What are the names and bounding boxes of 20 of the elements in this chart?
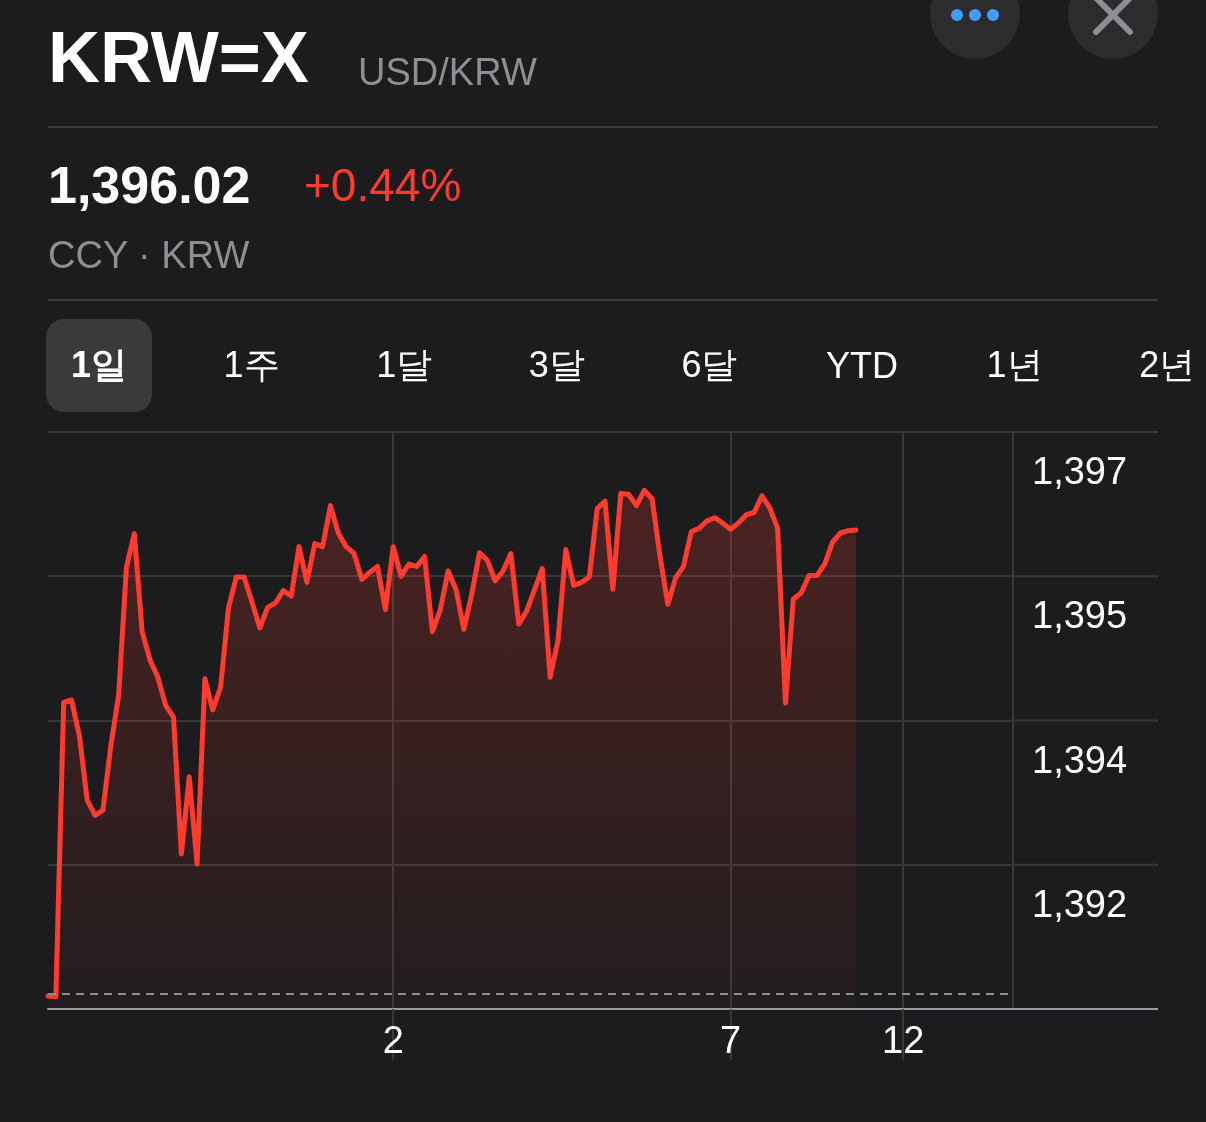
text: 1년 — [986, 343, 1043, 387]
text: 1달 — [376, 343, 433, 387]
chart-title: KRW=X — [48, 17, 309, 98]
y-tick-label: 1,392 — [1032, 882, 1128, 925]
text: 1,396.02 — [48, 155, 251, 214]
y-tick-label: 1,397 — [1032, 450, 1128, 492]
text: +0.44% — [304, 159, 462, 212]
x-tick-label: 12 — [882, 1019, 925, 1061]
text: 6달 — [681, 343, 738, 387]
y-tick-label: 1,395 — [1032, 594, 1128, 637]
text: CCY · KRW — [48, 233, 250, 276]
y-tick-label: 1,394 — [1032, 738, 1128, 781]
x-tick-label: 2 — [382, 1019, 404, 1061]
text: 1주 — [223, 343, 280, 387]
text: YTD — [826, 344, 898, 387]
text: 3달 — [528, 343, 585, 387]
x-tick-label: 7 — [719, 1019, 742, 1061]
text: 2년 — [1139, 343, 1196, 387]
chart-subtitle: USD/KRW — [358, 50, 537, 93]
text: 1일 — [70, 343, 128, 387]
